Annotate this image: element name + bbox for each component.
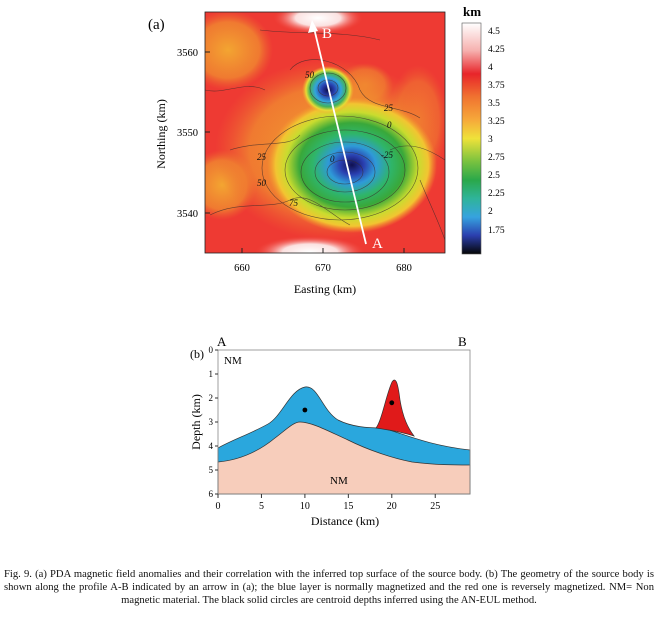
y-axis-title: Depth (km) xyxy=(189,394,203,450)
panel-b-label: (b) xyxy=(190,347,204,361)
colorbar-unit: km xyxy=(463,4,481,19)
centroid-point xyxy=(302,407,308,413)
nonmagnetic-basement xyxy=(217,421,471,495)
x-tick-label: 15 xyxy=(343,501,353,512)
x-tick-label: 680 xyxy=(396,263,412,274)
contour-label: -25 xyxy=(381,150,393,160)
contour-label: 75 xyxy=(289,198,299,208)
colorbar-tick: 4.5 xyxy=(488,27,500,37)
x-tick-label: 670 xyxy=(315,263,331,274)
contour-label: 0 xyxy=(387,120,392,130)
x-tick-label: 5 xyxy=(259,501,264,512)
region-label-bottom: NM xyxy=(330,475,348,487)
colorbar-tick: 1.75 xyxy=(488,226,505,236)
colorbar-tick: 3.25 xyxy=(488,117,505,127)
x-tick-label: 20 xyxy=(387,501,397,512)
contour-lines xyxy=(205,29,445,241)
y-tick-label: 3550 xyxy=(177,128,198,139)
colorbar-tick: 2.25 xyxy=(488,189,505,199)
y-tick-label: 2 xyxy=(209,393,214,403)
contour-label: 25 xyxy=(257,152,267,162)
region-label-top: NM xyxy=(224,355,242,367)
y-tick-label: 6 xyxy=(209,489,214,499)
cross-section xyxy=(217,350,471,495)
profile-label-start: A xyxy=(372,236,383,252)
panel-a-label: (a) xyxy=(148,17,165,33)
contour-label: 50 xyxy=(257,178,267,188)
colorbar-tick: 2.75 xyxy=(488,153,505,163)
x-tick-label: 0 xyxy=(216,501,221,512)
anomaly-map xyxy=(205,12,445,253)
colorbar-tick: 3 xyxy=(488,135,493,145)
profile-arrowhead-icon xyxy=(308,20,318,33)
colorbar-tick: 3.75 xyxy=(488,81,505,91)
colorbar-tick: 2 xyxy=(488,207,493,217)
profile-label-end: B xyxy=(322,26,332,42)
colorbar-tick: 4 xyxy=(488,63,493,73)
colorbar-tick: 4.25 xyxy=(488,45,505,55)
panel-b-figure: (b) A B NM NM 0 1 2 3 4 5 6 0 5 10 15 20 25 Distanc… xyxy=(189,334,471,528)
panel-a-figure: (a) 50 25 xyxy=(148,4,505,296)
x-axis-title: Distance (km) xyxy=(311,514,379,528)
x-tick-label: 10 xyxy=(300,501,310,512)
contour-label: 50 xyxy=(305,70,315,80)
colorbar xyxy=(461,22,482,255)
y-tick-label: 5 xyxy=(209,465,214,475)
y-tick-label: 1 xyxy=(209,369,214,379)
y-tick-label: 0 xyxy=(209,345,214,355)
y-tick-label: 4 xyxy=(209,441,214,451)
profile-arrow-line xyxy=(313,27,367,245)
section-end-a: A xyxy=(217,334,227,349)
colorbar-tick: 3.5 xyxy=(488,99,500,109)
y-tick-label: 3 xyxy=(209,417,214,427)
x-tick-label: 660 xyxy=(234,263,250,274)
y-axis-title: Northing (km) xyxy=(154,99,168,169)
x-axis-title: Easting (km) xyxy=(294,282,356,296)
x-tick-label: 25 xyxy=(430,501,440,512)
contour-label: 0 xyxy=(330,154,335,164)
centroid-point xyxy=(389,400,395,406)
figure-caption: Fig. 9. (a) PDA magnetic field anomalies… xyxy=(4,569,654,607)
y-tick-label: 3540 xyxy=(177,209,198,220)
contour-label: 25 xyxy=(384,103,394,113)
y-tick-label: 3560 xyxy=(177,48,198,59)
colorbar-tick: 2.5 xyxy=(488,171,500,181)
reverse-magnetized-body xyxy=(375,379,415,437)
section-end-b: B xyxy=(458,334,467,349)
